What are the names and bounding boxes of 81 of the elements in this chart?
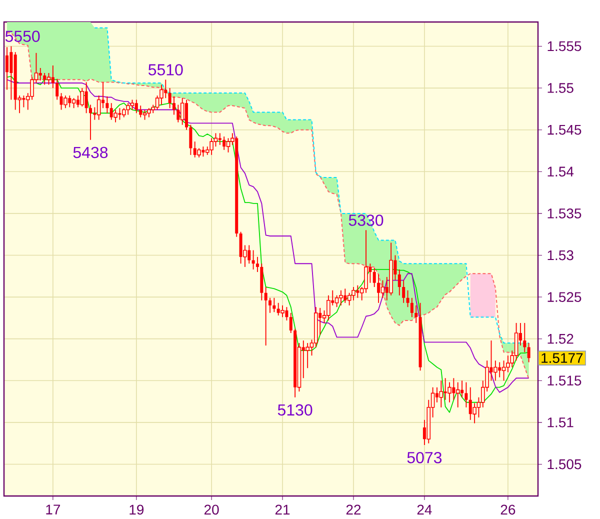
candlestick — [414, 304, 418, 324]
y-tick-label: 1.53 — [548, 250, 574, 260]
candlestick — [139, 105, 142, 118]
candlestick — [410, 297, 414, 318]
candlestick — [347, 292, 352, 306]
candlestick — [289, 312, 292, 334]
candlestick — [402, 280, 406, 304]
candlestick — [51, 65, 54, 89]
annotation: 5438 — [73, 146, 108, 158]
candlestick — [398, 268, 401, 296]
y-tick-label: 1.54 — [548, 166, 574, 177]
candlestick — [523, 322, 526, 353]
y-tick-label: 1.505 — [548, 459, 582, 470]
annotation: 5510 — [148, 64, 183, 76]
candlestick — [147, 108, 151, 118]
candlestick — [80, 88, 84, 107]
candlestick — [64, 95, 68, 109]
annotation: 5550 — [5, 30, 40, 42]
candlestick — [142, 109, 147, 120]
x-tick-label: 20 — [204, 504, 219, 515]
candlestick — [56, 78, 59, 100]
candlestick — [134, 99, 138, 114]
candlestick — [406, 290, 410, 308]
y-tick-label: 1.545 — [548, 124, 582, 135]
candlestick — [272, 297, 276, 313]
y-tick-label: 1.52 — [548, 334, 574, 344]
y-tick-label: 1.51 — [548, 418, 574, 428]
candlestick — [180, 98, 184, 126]
candlestick — [176, 104, 180, 123]
candlestick — [339, 290, 343, 306]
candlestick — [10, 46, 13, 100]
candlestick — [172, 96, 176, 116]
candlestick — [372, 267, 376, 288]
candlestick — [464, 382, 468, 408]
candlestick — [168, 88, 172, 109]
candlestick — [326, 294, 330, 321]
candlestick — [189, 124, 192, 156]
candlestick — [38, 68, 42, 81]
candlestick — [494, 360, 498, 382]
candlestick — [72, 98, 76, 109]
candlestick — [527, 342, 530, 363]
x-tick-label: 22 — [346, 504, 361, 514]
candlestick — [280, 304, 284, 318]
candlestick — [256, 256, 259, 272]
y-tick-label: 1.555 — [548, 41, 582, 52]
candlestick — [43, 72, 46, 86]
candlestick — [380, 280, 385, 298]
candlestick — [252, 250, 255, 270]
candlestick — [268, 297, 272, 314]
candlestick — [222, 136, 226, 150]
candlestick — [264, 286, 268, 346]
candlestick — [226, 138, 230, 153]
y-tick-label: 1.525 — [548, 292, 582, 302]
candlestick — [456, 382, 460, 408]
candlestick — [126, 102, 130, 116]
text: 1.5177 — [542, 353, 583, 363]
candlestick — [218, 132, 222, 146]
annotation: 5073 — [407, 452, 442, 464]
candlestick — [106, 96, 109, 114]
candlestick — [448, 382, 452, 403]
x-tick-label: 26 — [500, 504, 516, 515]
x-tick-label: 21 — [275, 504, 290, 514]
candlestick — [88, 104, 92, 140]
candlestick — [439, 380, 444, 408]
candlestick — [114, 109, 118, 123]
x-tick-label: 24 — [417, 504, 432, 514]
x-tick-label: 17 — [46, 504, 60, 514]
annotation: 5330 — [348, 214, 384, 226]
candlestick — [130, 99, 134, 110]
annotation: 5130 — [278, 404, 312, 416]
candlestick — [214, 132, 218, 148]
candlestick — [514, 322, 518, 362]
candlestick — [502, 360, 506, 382]
candlestick — [334, 294, 339, 308]
x-tick-label: 19 — [130, 504, 144, 515]
candlestick — [210, 138, 214, 156]
candlestick — [6, 46, 9, 90]
y-tick-label: 1.535 — [548, 208, 582, 218]
y-tick-label: 1.515 — [548, 376, 582, 386]
y-tick-label: 1.55 — [548, 83, 574, 93]
candlestick — [377, 274, 380, 304]
